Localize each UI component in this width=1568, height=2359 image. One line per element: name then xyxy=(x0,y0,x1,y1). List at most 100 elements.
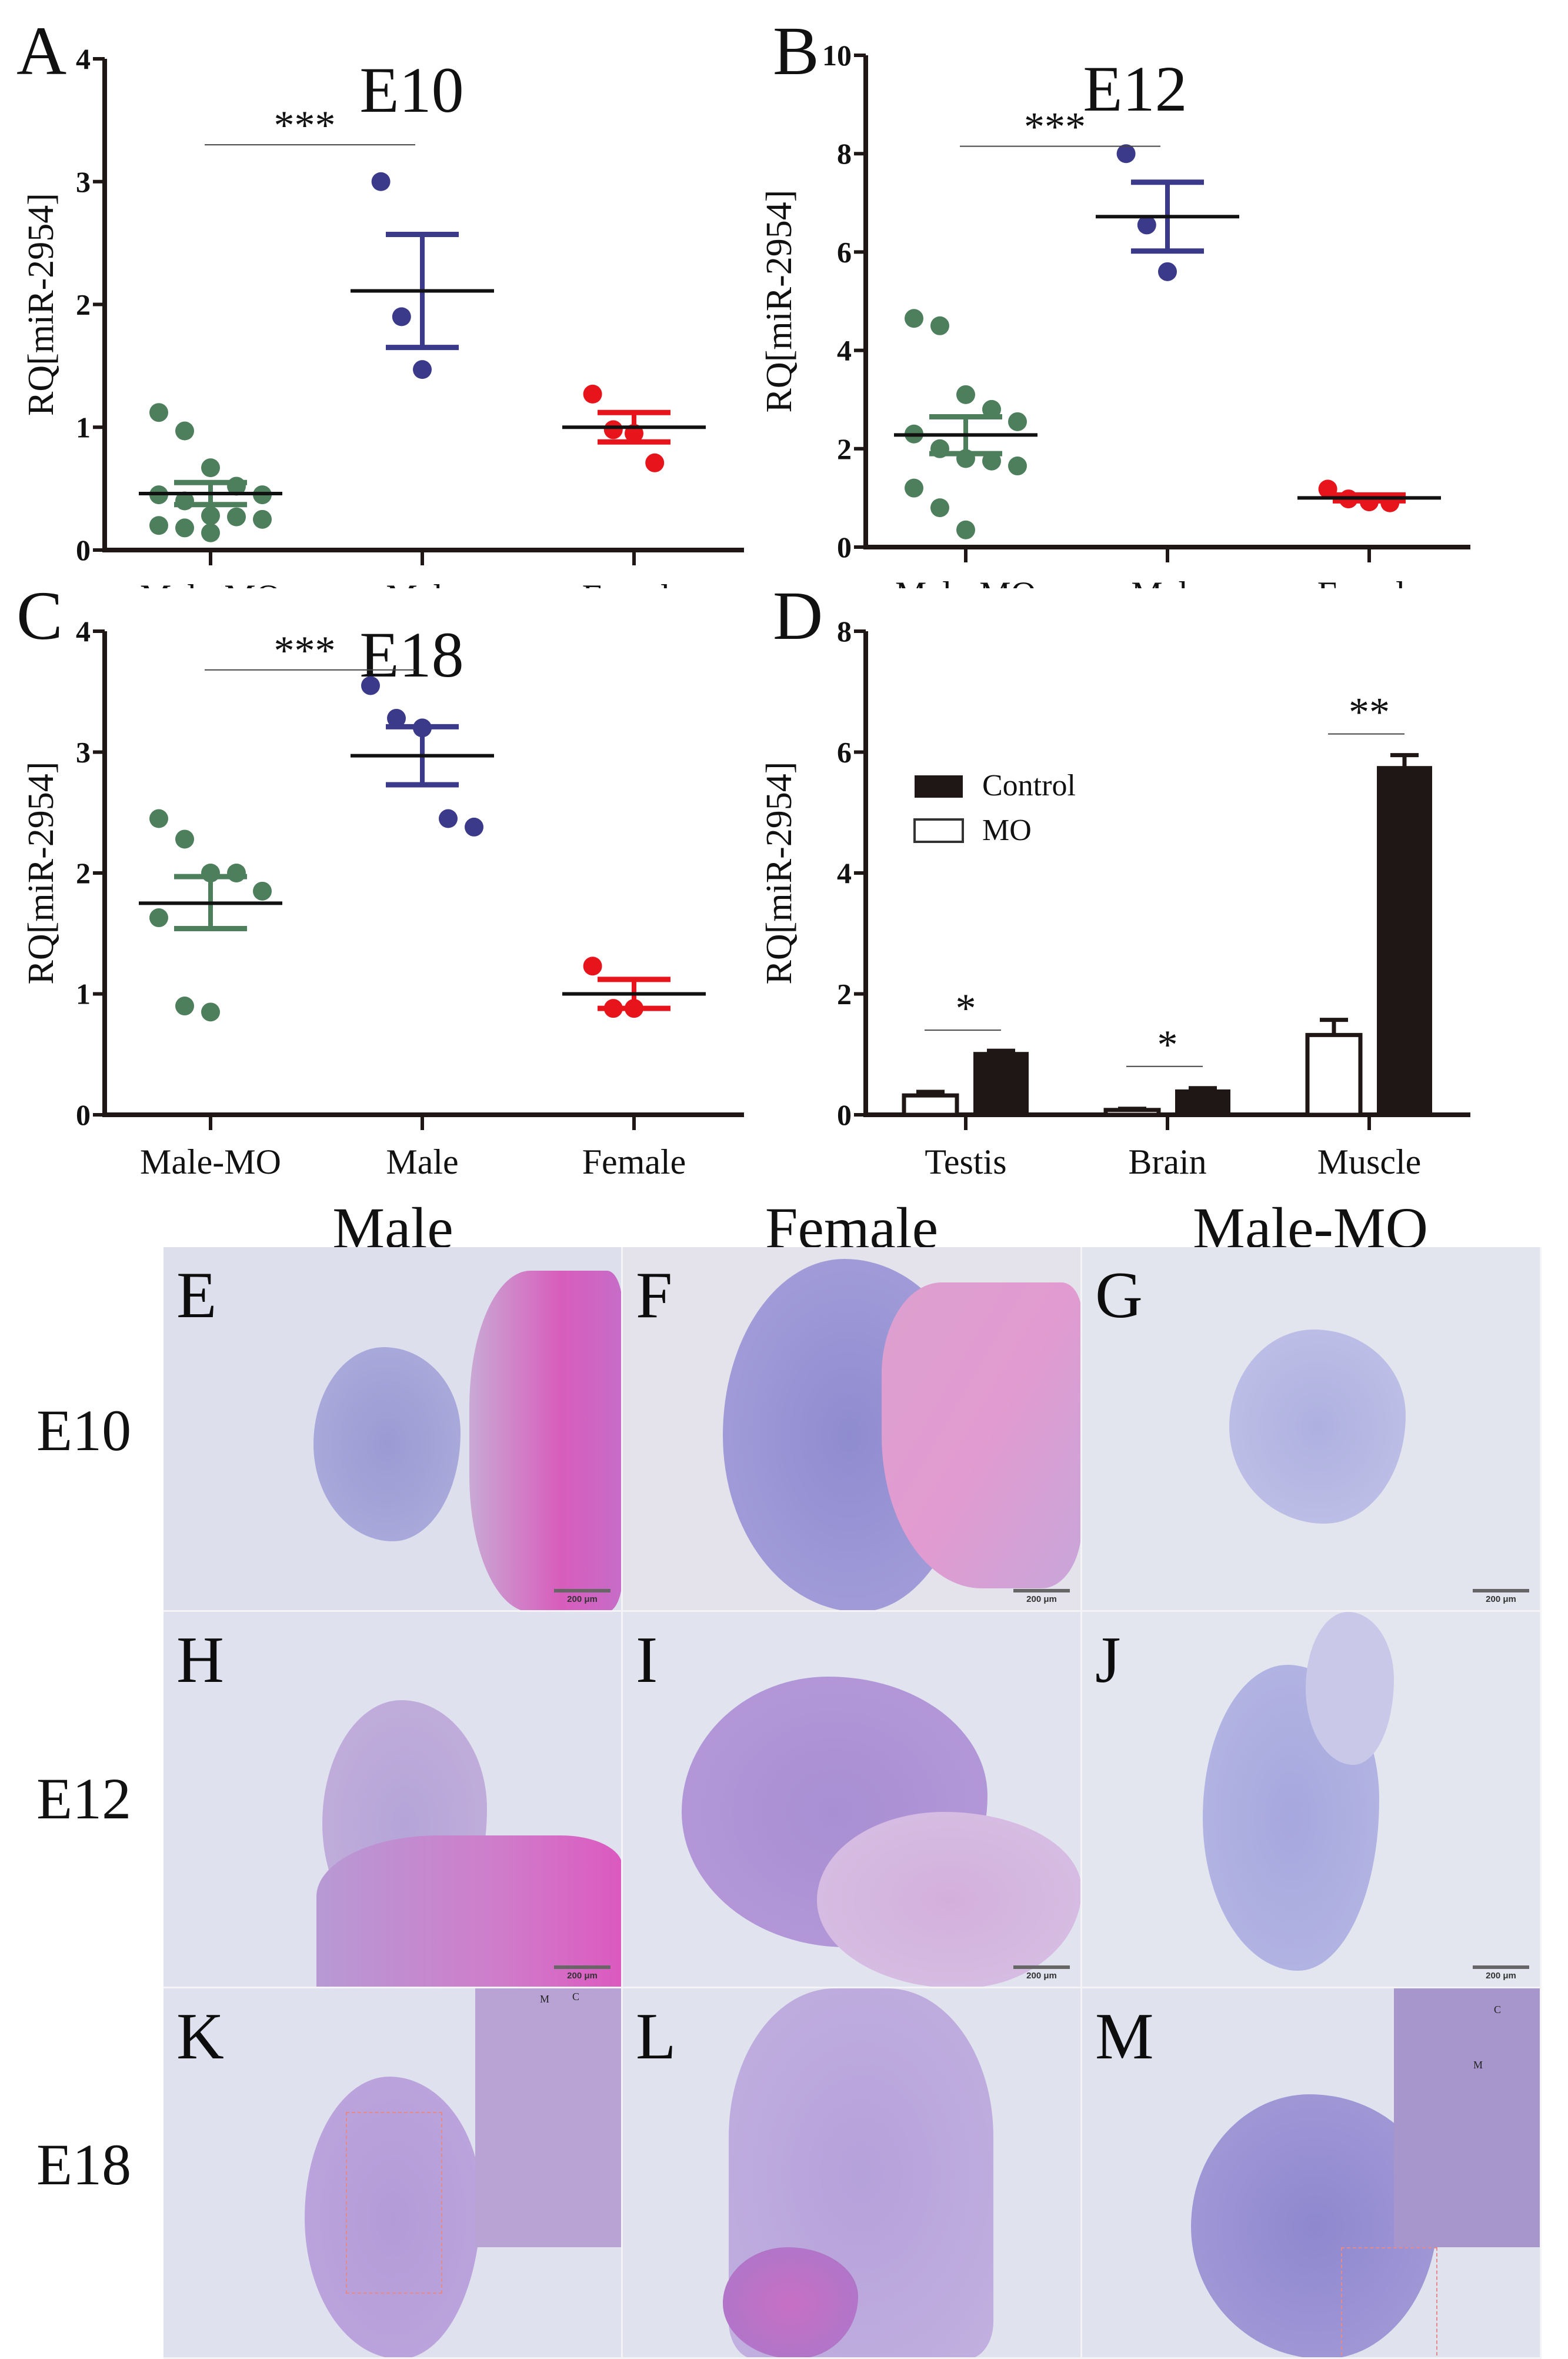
significance-marker: *** xyxy=(274,628,336,674)
tissue-section xyxy=(882,1282,1080,1588)
y-tick-label: 0 xyxy=(76,534,91,567)
data-point xyxy=(175,997,194,1016)
legend-swatch-mo xyxy=(913,818,964,843)
data-point xyxy=(465,817,483,837)
inset-label-medulla: M xyxy=(540,1993,550,2005)
panel-letter: G xyxy=(1095,1259,1143,1332)
bar-mo xyxy=(1103,1108,1161,1117)
x-tick-label: Male xyxy=(386,1142,458,1177)
y-tick-label: 2 xyxy=(76,857,91,889)
significance-marker: *** xyxy=(274,103,336,148)
scatter-chart-e10: E10 0 1 2 3 4 Male-MO Male Female RQ[miR-2954] *** xyxy=(21,42,744,588)
bar-control xyxy=(1377,766,1432,1116)
tissue-section xyxy=(469,1271,621,1610)
data-point xyxy=(387,708,406,728)
panel-d: D 0 2 4 6 8 Testis Brain Muscle RQ[miR-2954] * * **… xyxy=(765,581,1568,1177)
legend-label-mo: MO xyxy=(982,814,1032,847)
y-tick-label: 0 xyxy=(837,1098,852,1131)
scale-bar: 200 μm xyxy=(554,1589,610,1604)
panel-letter: K xyxy=(176,2000,224,2073)
data-point xyxy=(1137,215,1156,235)
data-point xyxy=(253,509,272,529)
data-point xyxy=(982,451,1001,471)
panel-letter: M xyxy=(1095,2000,1154,2073)
inset-label-cortex: C xyxy=(572,1991,580,2003)
scatter-chart-e12: E12 0 2 4 6 8 10 Male-MO Male Female RQ[miR-2954] *… xyxy=(765,39,1470,588)
y-axis-label: RQ[miR-2954] xyxy=(21,193,61,416)
tissue-section xyxy=(313,1347,461,1541)
data-point xyxy=(1318,479,1337,499)
data-point xyxy=(583,384,602,404)
bar-mo xyxy=(902,1093,959,1117)
bar-mo xyxy=(1305,1032,1363,1117)
data-point xyxy=(956,385,975,404)
data-point xyxy=(227,864,246,882)
y-axis-label: RQ[miR-2954] xyxy=(765,190,799,413)
y-tick-label: 3 xyxy=(76,736,91,769)
magnified-inset: M C xyxy=(475,1988,621,2247)
x-tick-label: Muscle xyxy=(1317,1142,1422,1177)
y-tick-label: 0 xyxy=(76,1098,91,1131)
tissue-section xyxy=(1306,1612,1394,1765)
data-point xyxy=(603,420,623,439)
data-point xyxy=(413,360,432,379)
data-point xyxy=(439,809,458,828)
tissue-section xyxy=(817,1812,1080,1987)
significance-marker: * xyxy=(1157,1022,1178,1068)
micrograph-g: G 200 μm xyxy=(1082,1247,1542,1612)
y-tick-label: 2 xyxy=(837,432,852,465)
x-tick-label: Brain xyxy=(1128,1142,1206,1177)
data-point xyxy=(1116,144,1136,164)
x-tick-label: Female xyxy=(1317,575,1422,588)
data-point xyxy=(583,957,602,976)
micrograph-m: M C M xyxy=(1082,1988,1542,2359)
data-point xyxy=(982,399,1001,419)
x-tick-label: Male-MO xyxy=(140,578,281,588)
chart-title: E12 xyxy=(1083,53,1187,125)
data-point xyxy=(371,172,391,191)
magnified-inset: M C xyxy=(1394,1988,1540,2247)
y-tick-label: 2 xyxy=(76,288,91,321)
region-of-interest-box xyxy=(1341,2247,1437,2357)
x-tick-label: Female xyxy=(582,1142,686,1177)
y-axis-label: RQ[miR-2954] xyxy=(21,762,61,985)
data-point xyxy=(201,1002,220,1022)
micrograph-k: M C K xyxy=(164,1988,623,2359)
data-point xyxy=(149,908,168,928)
data-point xyxy=(175,518,194,538)
data-point xyxy=(253,881,272,901)
legend-label-control: Control xyxy=(982,769,1076,802)
data-point xyxy=(930,498,949,518)
data-point xyxy=(149,809,168,828)
panel-letter: H xyxy=(176,1624,224,1697)
x-tick-label: Male-MO xyxy=(140,1142,281,1177)
data-point xyxy=(201,506,220,525)
row-label-e10: E10 xyxy=(36,1398,132,1463)
micrograph-i: I 200 μm xyxy=(623,1612,1082,1988)
tissue-section xyxy=(1229,1330,1406,1524)
panel-b: B E12 0 2 4 6 8 10 Male-MO Male Female RQ[miR-2954… xyxy=(765,0,1568,588)
inset-label-cortex: C xyxy=(1494,2004,1502,2015)
y-tick-label: 3 xyxy=(76,165,91,198)
tissue-section xyxy=(316,1835,621,1987)
y-tick-label: 4 xyxy=(837,334,852,367)
data-point xyxy=(149,516,168,535)
scale-bar: 200 μm xyxy=(1473,1589,1529,1604)
significance-marker: ** xyxy=(1349,690,1390,735)
y-tick-label: 8 xyxy=(837,137,852,170)
panel-letter: I xyxy=(636,1624,658,1697)
panel-letter: E xyxy=(176,1259,217,1332)
micrograph-h: H 200 μm xyxy=(164,1612,623,1988)
y-axis-label: RQ[miR-2954] xyxy=(765,762,799,985)
panel-letter: B xyxy=(773,12,819,89)
y-tick-label: 1 xyxy=(76,411,91,444)
data-point xyxy=(1008,412,1027,431)
panel-letter: D xyxy=(773,577,823,654)
data-point xyxy=(1008,457,1027,476)
data-point xyxy=(956,520,975,539)
y-tick-label: 0 xyxy=(837,531,852,564)
panel-c: C E18 0 1 2 3 4 Male-MO Male Female RQ[miR-2954] *… xyxy=(0,581,765,1177)
chart-title: E18 xyxy=(359,619,463,691)
panel-letter: L xyxy=(636,2000,676,2073)
